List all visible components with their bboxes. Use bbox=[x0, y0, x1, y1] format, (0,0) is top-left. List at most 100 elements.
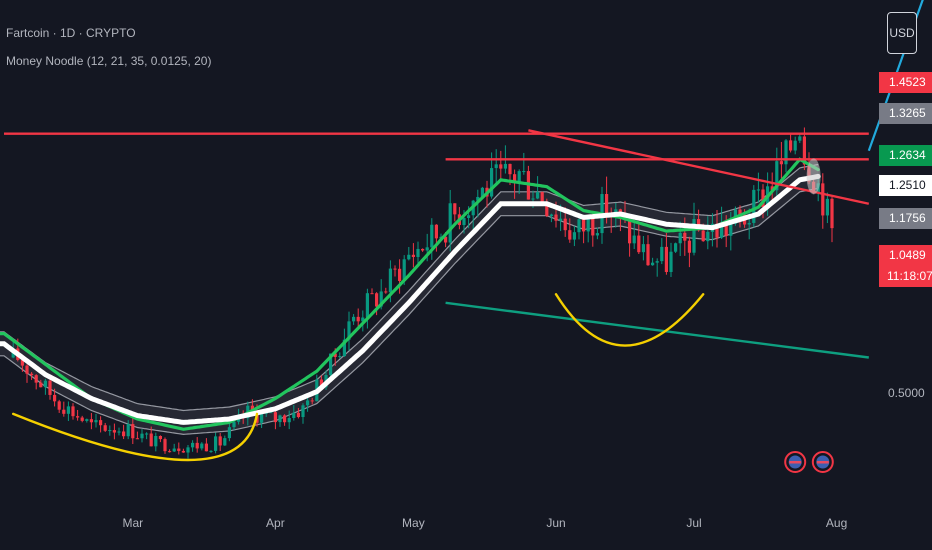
candle-up bbox=[227, 427, 231, 439]
candle-up bbox=[154, 435, 158, 447]
candle-down bbox=[434, 224, 438, 239]
candle-up bbox=[536, 192, 540, 199]
price-tag-fast-ma: 1.2634 bbox=[879, 145, 932, 166]
candle-up bbox=[191, 442, 195, 448]
candle-up bbox=[651, 262, 655, 266]
candle-up bbox=[329, 353, 333, 375]
currency-button[interactable]: USD bbox=[887, 12, 917, 54]
x-tick-jul: Jul bbox=[686, 516, 702, 530]
candle-up bbox=[379, 291, 383, 307]
candle-down bbox=[715, 223, 719, 238]
candle-up bbox=[775, 161, 779, 191]
candle-down bbox=[830, 198, 834, 229]
candle-down bbox=[545, 203, 549, 217]
candle-up bbox=[126, 424, 130, 437]
candle-up bbox=[674, 243, 678, 252]
candle-down bbox=[701, 230, 705, 242]
candle-up bbox=[655, 261, 659, 263]
candle-down bbox=[591, 217, 595, 236]
candle-down bbox=[57, 401, 61, 410]
candle-up bbox=[641, 244, 645, 253]
price-tag-resistance-high: 1.4523 bbox=[879, 72, 932, 93]
x-tick-may: May bbox=[402, 516, 425, 530]
candle-up bbox=[669, 251, 673, 272]
candle-down bbox=[802, 136, 806, 165]
candle-up bbox=[361, 317, 365, 322]
candle-up bbox=[85, 419, 89, 421]
candle-down bbox=[637, 235, 641, 253]
candle-up bbox=[756, 189, 760, 191]
candle-up bbox=[793, 140, 797, 151]
candle-up bbox=[232, 421, 236, 428]
symbol-title[interactable]: Fartcoin · 1D · CRYPTO bbox=[6, 26, 136, 40]
candle-down bbox=[605, 194, 609, 216]
candle-up bbox=[678, 232, 682, 244]
plot-area[interactable] bbox=[0, 0, 880, 510]
candle-up bbox=[784, 140, 788, 165]
candle-down bbox=[513, 174, 517, 183]
candle-down bbox=[421, 248, 425, 251]
candle-down bbox=[563, 218, 567, 231]
candle-down bbox=[99, 420, 103, 426]
candle-up bbox=[365, 293, 369, 318]
candle-down bbox=[628, 220, 632, 244]
candle-down bbox=[273, 412, 277, 423]
candle-up bbox=[352, 316, 356, 322]
candle-up bbox=[430, 224, 434, 248]
candle-down bbox=[30, 373, 34, 376]
candle-up bbox=[260, 413, 264, 423]
candle-down bbox=[508, 163, 512, 175]
trend-lines bbox=[4, 0, 924, 462]
candle-up bbox=[117, 431, 121, 433]
candle-down bbox=[779, 161, 783, 165]
candle-down bbox=[821, 183, 825, 216]
candle-up bbox=[278, 415, 282, 423]
candle-up bbox=[66, 406, 70, 414]
cup-arc-1 bbox=[12, 412, 259, 462]
candle-up bbox=[200, 443, 204, 449]
candle-down bbox=[34, 375, 38, 383]
candle-up bbox=[388, 268, 392, 293]
candle-up bbox=[425, 247, 429, 251]
x-tick-apr: Apr bbox=[266, 516, 285, 530]
candle-up bbox=[209, 450, 213, 452]
candle-up bbox=[729, 223, 733, 236]
candle-down bbox=[398, 268, 402, 282]
candle-down bbox=[80, 417, 84, 421]
candle-up bbox=[522, 171, 526, 173]
candle-up bbox=[223, 438, 227, 446]
candle-up bbox=[572, 232, 576, 240]
candle-down bbox=[20, 359, 24, 366]
cup-arc-2 bbox=[554, 293, 705, 347]
bar-countdown: 11:18:07 bbox=[879, 266, 932, 287]
candle-up bbox=[108, 430, 112, 432]
candle-up bbox=[692, 219, 696, 253]
candle-down bbox=[39, 382, 43, 388]
candle-down bbox=[761, 189, 765, 208]
candle-down bbox=[135, 438, 139, 440]
upper-band-line bbox=[0, 163, 819, 412]
candle-up bbox=[706, 231, 710, 242]
event-flag-stripe bbox=[789, 461, 802, 464]
candle-up bbox=[632, 235, 636, 244]
candle-down bbox=[177, 448, 181, 451]
candle-up bbox=[402, 259, 406, 282]
price-axis-label: 0.5000 bbox=[888, 386, 925, 400]
candle-down bbox=[411, 254, 415, 257]
candle-up bbox=[462, 217, 466, 226]
candle-down bbox=[370, 293, 374, 295]
candle-down bbox=[76, 416, 80, 418]
candle-down bbox=[62, 409, 66, 414]
price-tag-last-price: 1.0489 bbox=[879, 245, 932, 266]
candle-up bbox=[287, 418, 291, 423]
candle-down bbox=[393, 268, 397, 270]
candle-up bbox=[43, 380, 47, 388]
candle-up bbox=[490, 168, 494, 197]
indicator-legend[interactable]: Money Noodle (12, 21, 35, 0.0125, 20) bbox=[6, 54, 212, 68]
candle-up bbox=[338, 356, 342, 358]
candle-down bbox=[48, 380, 52, 395]
candle-down bbox=[163, 439, 167, 452]
candle-up bbox=[448, 203, 452, 243]
candle-up bbox=[559, 218, 563, 221]
